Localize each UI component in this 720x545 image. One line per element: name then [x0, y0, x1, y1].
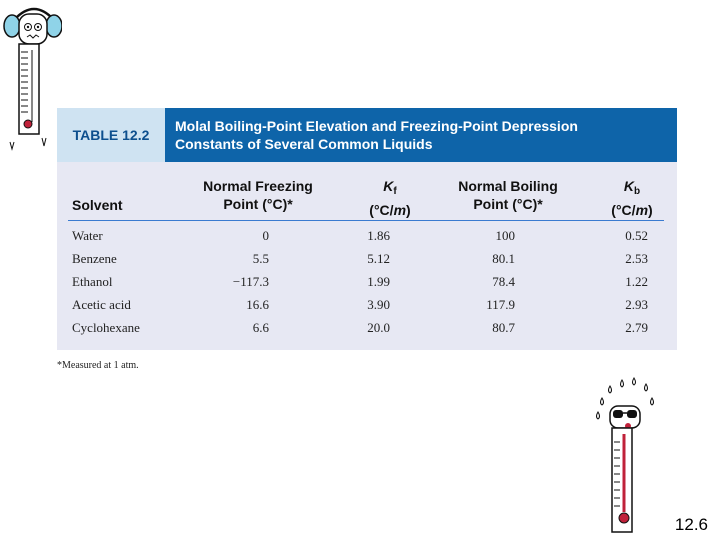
cell-solvent: Acetic acid	[72, 297, 131, 312]
header-boiling-line-1: Normal Boiling	[458, 178, 558, 194]
cell-boiling-point: 100	[495, 228, 516, 243]
cell-solvent: Cyclohexane	[72, 320, 140, 335]
cell-kb: 2.53	[625, 251, 648, 266]
table-caption-line-2: Constants of Several Common Liquids	[175, 136, 433, 152]
cell-kb: 2.79	[625, 320, 648, 335]
table-row: Water 0 1.86 100 0.52	[0, 228, 720, 251]
table-number-label: TABLE 12.2	[57, 108, 165, 162]
header-freezing-point: Normal Freezing Point (°C)*	[188, 177, 328, 213]
cell-kb: 1.22	[625, 274, 648, 289]
header-kf-symbol: K	[383, 178, 394, 194]
header-kf-subscript: f	[393, 186, 397, 197]
table-title-bar: TABLE 12.2 Molal Boiling-Point Elevation…	[57, 108, 677, 162]
table-row: Cyclohexane 6.6 20.0 80.7 2.79	[0, 320, 720, 343]
header-kf-unit-open: (°C/	[369, 202, 394, 218]
header-divider	[68, 220, 664, 221]
table-footnote: *Measured at 1 atm.	[57, 360, 139, 371]
cell-freezing-point: 5.5	[252, 251, 269, 266]
cell-freezing-point: 6.6	[252, 320, 269, 335]
cell-kf: 1.99	[367, 274, 390, 289]
cell-solvent: Ethanol	[72, 274, 113, 289]
cell-kf: 20.0	[367, 320, 390, 335]
header-kb: Kb (°C/m)	[596, 177, 668, 219]
header-freezing-line-2: Point (°C)*	[223, 196, 293, 212]
header-kf: Kf (°C/m)	[350, 177, 430, 219]
header-kf-unit-close: )	[406, 202, 411, 218]
cell-kb: 0.52	[625, 228, 648, 243]
cell-boiling-point: 80.7	[492, 320, 515, 335]
cell-freezing-point: 0	[262, 228, 270, 243]
cell-freezing-point: −117.3	[232, 274, 269, 289]
cell-boiling-point: 80.1	[492, 251, 515, 266]
cell-kf: 5.12	[367, 251, 390, 266]
table-row: Benzene 5.5 5.12 80.1 2.53	[0, 251, 720, 274]
cell-solvent: Benzene	[72, 251, 117, 266]
header-kf-unit-m: m	[393, 202, 407, 218]
header-kb-symbol: K	[623, 178, 634, 194]
cell-boiling-point: 117.9	[486, 297, 515, 312]
header-solvent: Solvent	[72, 197, 123, 213]
cell-kf: 3.90	[367, 297, 390, 312]
cell-freezing-point: 16.6	[246, 297, 269, 312]
header-kb-subscript: b	[634, 186, 641, 197]
table-row: Acetic acid 16.6 3.90 117.9 2.93	[0, 297, 720, 320]
hot-thermometer-clipart-icon	[588, 372, 660, 540]
table-caption: Molal Boiling-Point Elevation and Freezi…	[165, 108, 677, 162]
header-kb-unit-close: )	[648, 202, 653, 218]
table-row: Ethanol −117.3 1.99 78.4 1.22	[0, 274, 720, 297]
header-kb-unit-open: (°C/	[611, 202, 636, 218]
header-boiling-point: Normal Boiling Point (°C)*	[440, 177, 576, 213]
cell-boiling-point: 78.4	[492, 274, 515, 289]
page-number: 12.6	[674, 515, 708, 534]
cell-solvent: Water	[72, 228, 103, 243]
header-kb-unit-m: m	[635, 202, 649, 218]
table-caption-line-1: Molal Boiling-Point Elevation and Freezi…	[175, 118, 578, 134]
cold-thermometer-clipart-icon	[2, 2, 63, 152]
cell-kb: 2.93	[625, 297, 648, 312]
cell-kf: 1.86	[367, 228, 390, 243]
header-freezing-line-1: Normal Freezing	[203, 178, 313, 194]
header-boiling-line-2: Point (°C)*	[473, 196, 543, 212]
